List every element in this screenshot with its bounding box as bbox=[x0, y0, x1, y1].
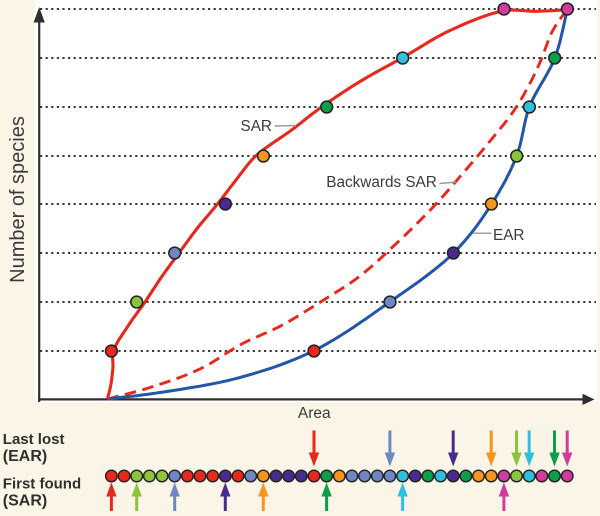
svg-text:Area: Area bbox=[298, 405, 331, 422]
svg-text:Last lost: Last lost bbox=[3, 431, 65, 448]
svg-text:EAR: EAR bbox=[493, 227, 524, 244]
svg-text:(SAR): (SAR) bbox=[3, 493, 47, 510]
svg-text:Backwards SAR: Backwards SAR bbox=[326, 174, 437, 191]
svg-text:(EAR): (EAR) bbox=[3, 448, 47, 465]
svg-text:Number of species: Number of species bbox=[7, 116, 29, 283]
svg-text:SAR: SAR bbox=[241, 118, 272, 135]
svg-text:First found: First found bbox=[3, 476, 81, 493]
